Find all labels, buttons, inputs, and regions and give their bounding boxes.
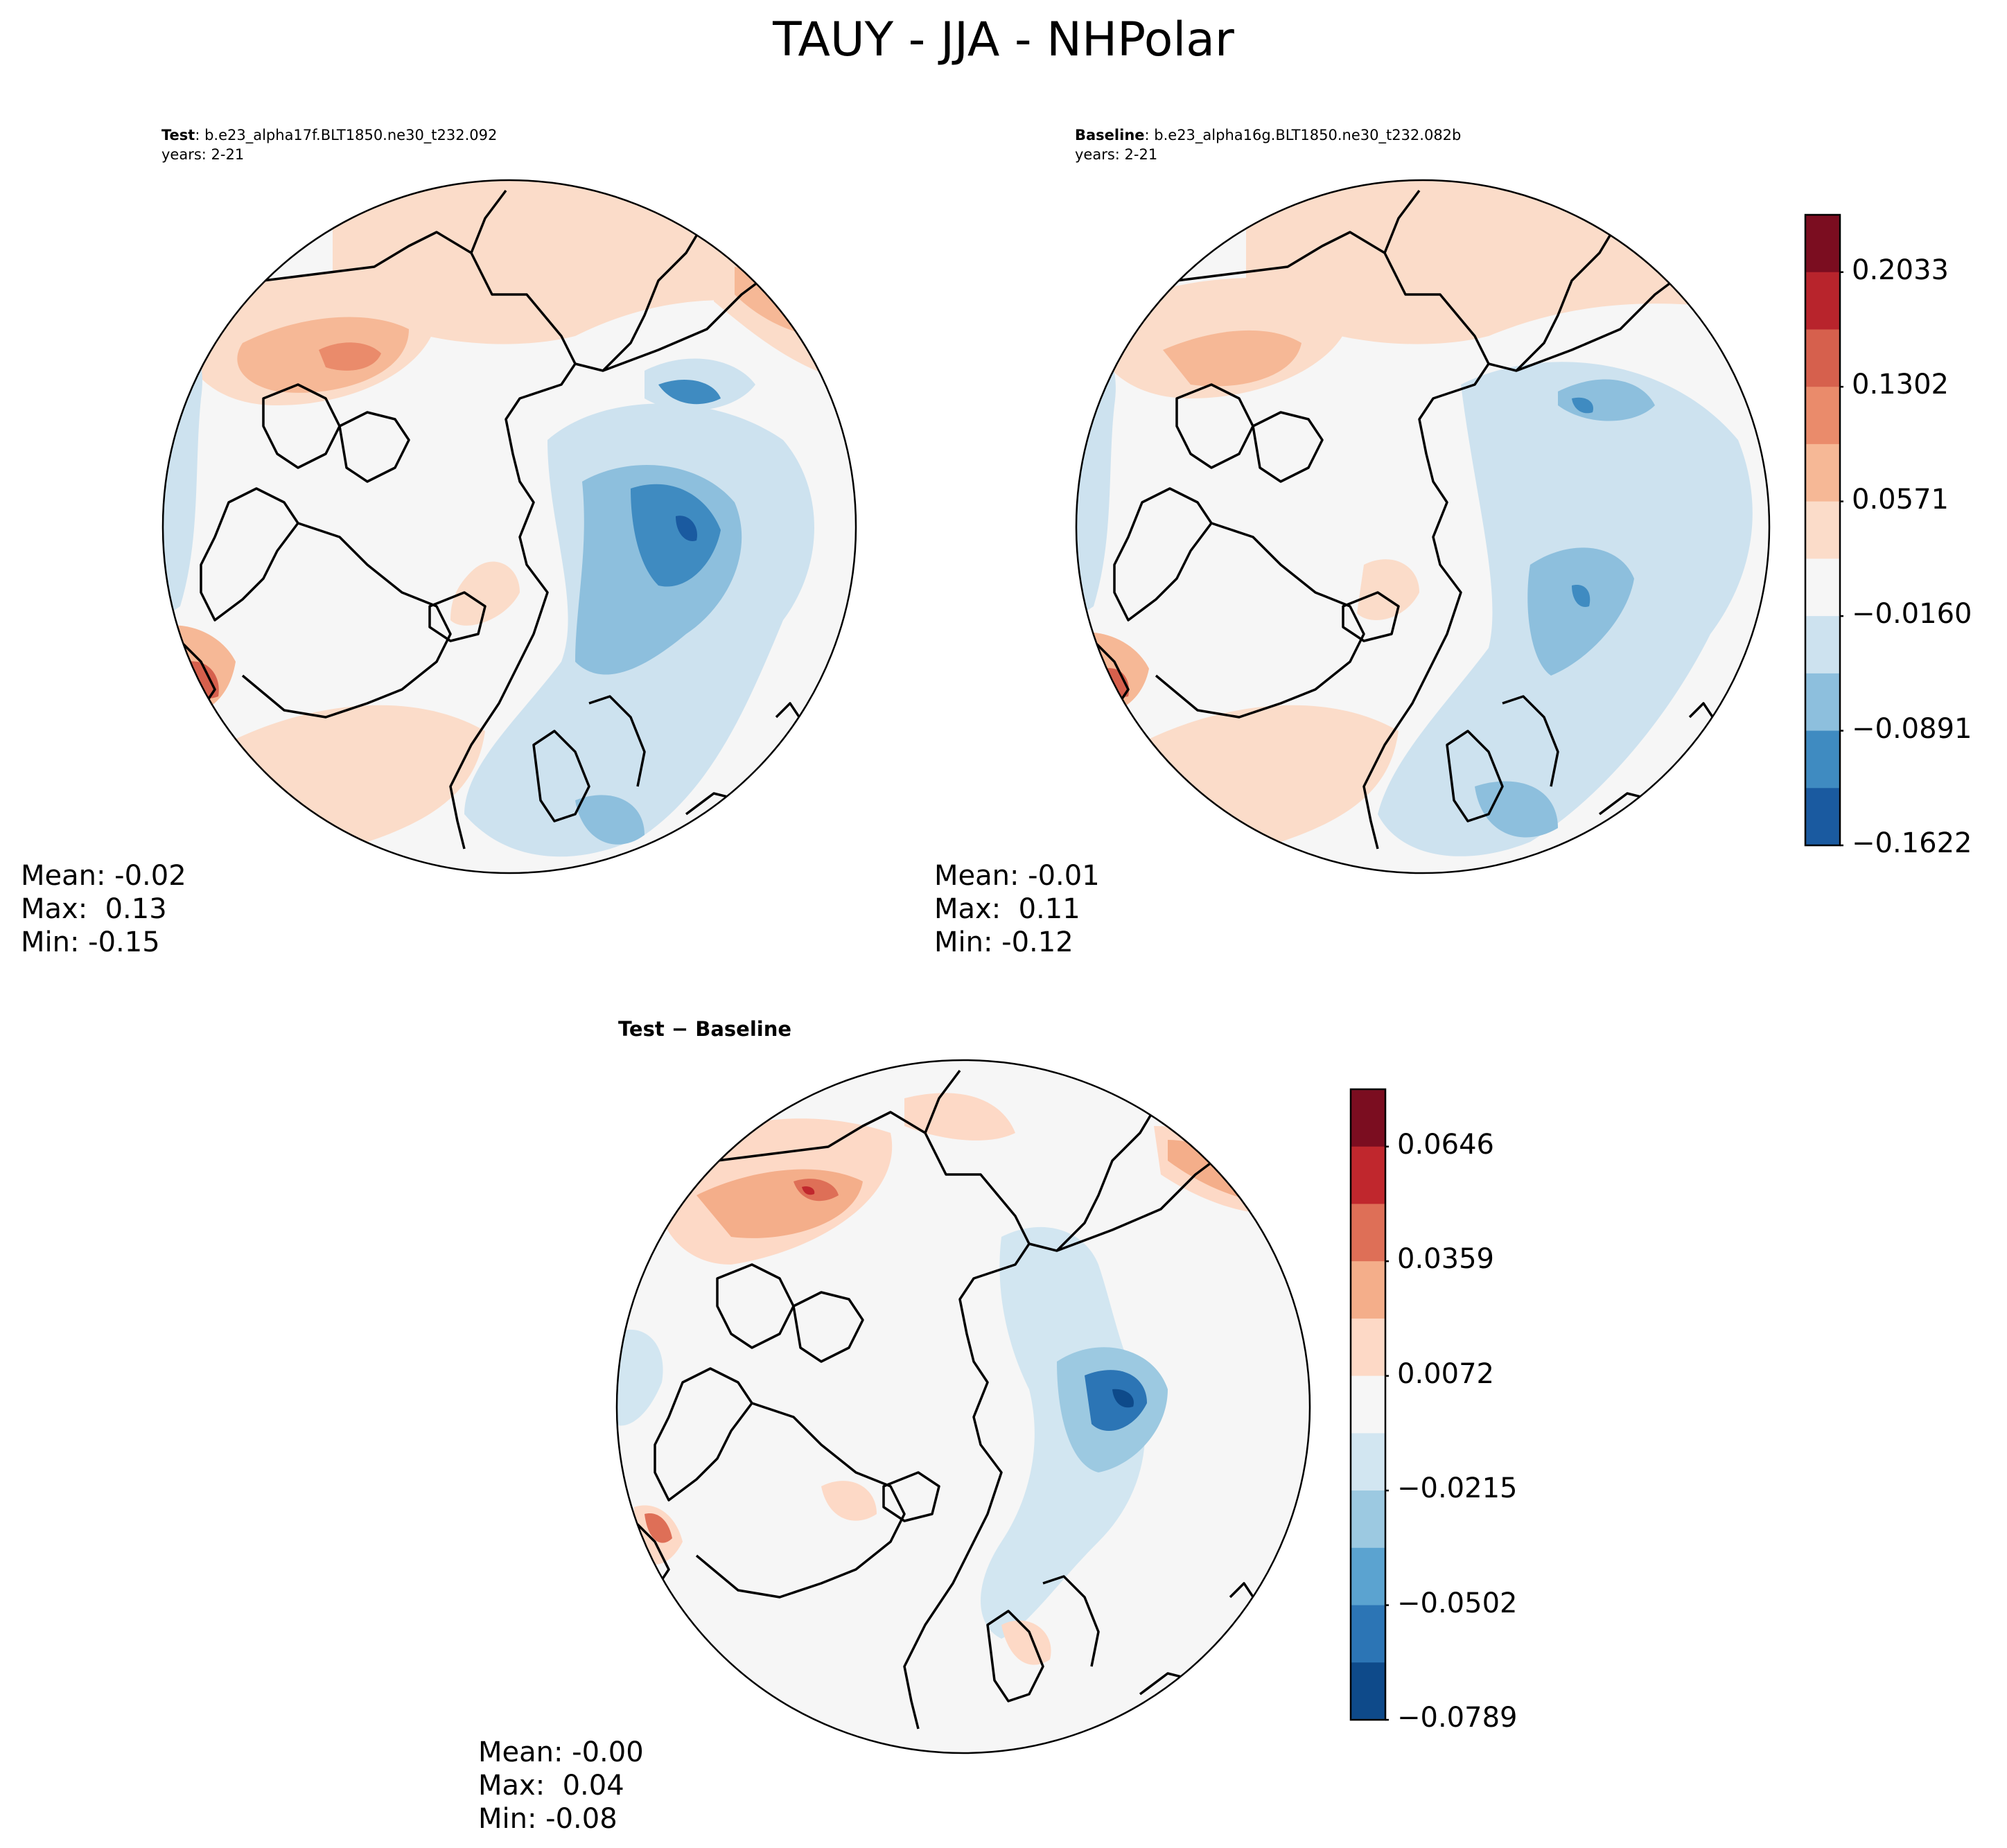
- test-years: years: 2-21: [161, 146, 245, 163]
- main-colorbar-level: [1805, 788, 1840, 846]
- main-colorbar-level: [1805, 558, 1840, 617]
- diff-colorbar: [1349, 1088, 1389, 1721]
- diff-colorbar-level: [1351, 1490, 1385, 1549]
- test-max: Max: 0.13: [21, 893, 167, 925]
- figure-title: TAUY - JJA - NHPolar: [773, 12, 1234, 67]
- baseline-max: Max: 0.11: [934, 893, 1080, 925]
- main-colorbar-tick-label: −0.0891: [1852, 712, 1972, 745]
- test-panel-title: Test: b.e23_alpha17f.BLT1850.ne30_t232.0…: [161, 125, 497, 164]
- diff-colorbar-level: [1351, 1204, 1385, 1262]
- test-min: Min: -0.15: [21, 926, 160, 958]
- baseline-case-name: : b.e23_alpha16g.BLT1850.ne30_t232.082b: [1144, 127, 1462, 143]
- diff-label-test: Test: [618, 1017, 665, 1041]
- main-colorbar-level: [1805, 673, 1840, 732]
- baseline-label: Baseline: [1075, 127, 1145, 143]
- diff-colorbar-level: [1351, 1261, 1385, 1319]
- diff-stats: Mean: -0.00 Max: 0.04 Min: -0.08: [478, 1736, 644, 1836]
- diff-colorbar-level: [1351, 1089, 1385, 1147]
- baseline-panel-title: Baseline: b.e23_alpha16g.BLT1850.ne30_t2…: [1075, 125, 1461, 164]
- main-colorbar-level: [1805, 730, 1840, 789]
- main-colorbar-level: [1805, 272, 1840, 330]
- test-polar-map: [161, 179, 857, 874]
- main-colorbar-tick-label: −0.1622: [1852, 827, 1972, 859]
- diff-colorbar-tick-label: 0.0359: [1397, 1243, 1494, 1276]
- test-mean: Mean: -0.02: [21, 860, 186, 892]
- main-colorbar: [1804, 213, 1843, 847]
- diff-colorbar-tick-label: 0.0646: [1397, 1128, 1494, 1161]
- main-colorbar-tick-label: 0.1302: [1852, 369, 1949, 401]
- diff-colorbar-level: [1351, 1146, 1385, 1204]
- baseline-years: years: 2-21: [1075, 146, 1158, 163]
- baseline-min: Min: -0.12: [934, 926, 1073, 958]
- test-stats: Mean: -0.02 Max: 0.13 Min: -0.15: [21, 859, 186, 959]
- baseline-mean: Mean: -0.01: [934, 860, 1100, 892]
- diff-colorbar-level: [1351, 1662, 1385, 1721]
- diff-colorbar-tick-label: 0.0072: [1397, 1357, 1494, 1390]
- main-colorbar-level: [1805, 616, 1840, 674]
- test-case-name: : b.e23_alpha17f.BLT1850.ne30_t232.092: [195, 127, 498, 143]
- diff-colorbar-level: [1351, 1605, 1385, 1663]
- main-colorbar-level: [1805, 387, 1840, 445]
- diff-label-baseline: Baseline: [695, 1017, 792, 1041]
- diff-colorbar-level: [1351, 1433, 1385, 1491]
- diff-max: Max: 0.04: [478, 1770, 624, 1802]
- main-colorbar-level: [1805, 443, 1840, 502]
- diff-label-minus: −: [664, 1017, 696, 1041]
- main-colorbar-tick-label: 0.2033: [1852, 254, 1949, 286]
- main-colorbar-tick-label: 0.0571: [1852, 483, 1949, 516]
- diff-colorbar-tick-label: −0.0789: [1397, 1702, 1518, 1734]
- diff-colorbar-level: [1351, 1375, 1385, 1434]
- diff-colorbar-level: [1351, 1547, 1385, 1606]
- main-colorbar-tick-label: −0.0160: [1852, 598, 1972, 631]
- main-colorbar-level: [1805, 329, 1840, 387]
- diff-polar-map: [615, 1059, 1311, 1754]
- diff-colorbar-tick-label: −0.0215: [1397, 1472, 1518, 1505]
- diff-min: Min: -0.08: [478, 1803, 617, 1835]
- main-colorbar-level: [1805, 215, 1840, 273]
- baseline-polar-map: [1075, 179, 1771, 874]
- test-label: Test: [161, 127, 195, 143]
- diff-colorbar-tick-label: −0.0502: [1397, 1587, 1518, 1619]
- diff-colorbar-level: [1351, 1318, 1385, 1377]
- diff-mean: Mean: -0.00: [478, 1736, 644, 1768]
- diff-panel-title: Test − Baseline: [618, 1017, 791, 1041]
- main-colorbar-level: [1805, 501, 1840, 559]
- baseline-stats: Mean: -0.01 Max: 0.11 Min: -0.12: [934, 859, 1100, 959]
